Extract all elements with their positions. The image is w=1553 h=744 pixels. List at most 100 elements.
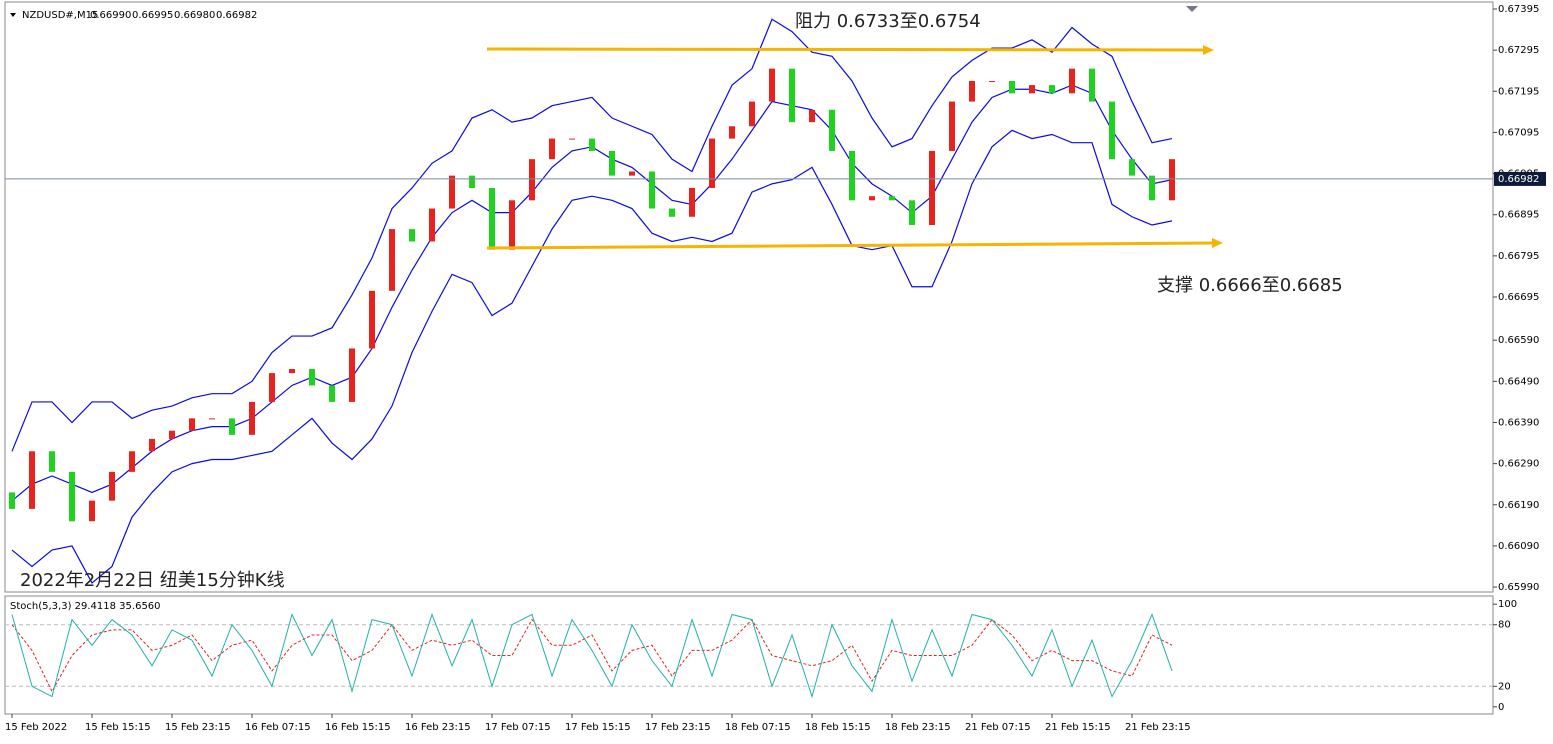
y-tick-label: 0.66795 <box>1498 251 1539 262</box>
support-label: 支撑 0.6666至0.6685 <box>1157 275 1343 296</box>
stoch-main <box>11 612 1173 699</box>
y-tick-label: 0.67395 <box>1498 4 1539 15</box>
stoch-label: Stoch(5,3,3) 29.4118 35.6560 <box>10 601 161 612</box>
x-tick-label: 17 Feb 07:15 <box>485 722 551 733</box>
chart-caption: 2022年2月22日 纽美15分钟K线 <box>20 570 285 591</box>
candle <box>529 159 535 201</box>
x-tick-label: 21 Feb 07:15 <box>965 722 1031 733</box>
ohlc-high: 0.66995 <box>132 10 173 21</box>
candle <box>1009 80 1015 94</box>
layer: 0.67395 0.67295 0.67195 0.67095 0.66995 0.668… <box>5 4 1546 733</box>
y-tick-label: 0.66490 <box>1498 376 1539 387</box>
candle <box>1089 68 1095 102</box>
candle <box>1109 101 1115 160</box>
y-tick-label: 0.65990 <box>1498 582 1539 593</box>
candle <box>1129 159 1135 176</box>
x-tick-label: 15 Feb 23:15 <box>165 722 231 733</box>
x-tick-label: 16 Feb 23:15 <box>405 722 471 733</box>
candle <box>589 138 595 151</box>
y-tick-label: 0.67095 <box>1498 127 1539 138</box>
candle <box>329 385 335 402</box>
candle <box>449 175 455 209</box>
candle <box>649 171 655 209</box>
candle <box>629 171 635 176</box>
last-price-label: 0.66982 <box>1498 174 1539 185</box>
resistance-label: 阻力 0.6733至0.6754 <box>795 11 981 32</box>
candle <box>1029 85 1035 94</box>
stoch-signal <box>11 618 1173 693</box>
candle <box>569 138 575 140</box>
x-tick-label: 17 Feb 23:15 <box>645 722 711 733</box>
candle <box>1069 68 1075 94</box>
candle <box>889 196 895 201</box>
y-tick-label: 0.66290 <box>1498 459 1539 470</box>
candle <box>229 418 235 435</box>
candle <box>709 138 715 188</box>
shift-marker <box>1186 6 1198 12</box>
support-arrowhead <box>1212 238 1223 248</box>
y-tick-label: 0.66090 <box>1498 541 1539 552</box>
resistance-arrow <box>486 47 1206 52</box>
last-price-box <box>1494 171 1546 186</box>
x-tick-label: 18 Feb 15:15 <box>805 722 871 733</box>
bollinger-upper <box>11 18 1173 452</box>
candle <box>509 200 515 250</box>
ohlc-low: 0.66980 <box>174 10 215 21</box>
bollinger-lower <box>11 129 1173 584</box>
candle <box>429 208 435 242</box>
symbol-marker <box>10 13 16 17</box>
x-tick-label: 21 Feb 15:15 <box>1045 722 1111 733</box>
candle <box>809 109 815 123</box>
candle <box>369 290 375 349</box>
x-tick-label: 16 Feb 15:15 <box>325 722 391 733</box>
candle <box>909 200 915 225</box>
candle <box>1169 159 1175 201</box>
y-tick-label: 0.66695 <box>1498 292 1539 303</box>
candle <box>609 150 615 176</box>
x-tick-label: 15 Feb 2022 <box>5 722 67 733</box>
candle <box>169 430 175 439</box>
candle <box>849 150 855 201</box>
x-tick-label: 18 Feb 23:15 <box>885 722 951 733</box>
candle <box>389 229 395 291</box>
y-tick-label: 0.66590 <box>1498 335 1539 346</box>
candle <box>549 138 555 160</box>
candle <box>769 68 775 102</box>
y-tick-label: 0.67195 <box>1498 86 1539 97</box>
candle <box>489 187 495 250</box>
x-tick-label: 21 Feb 23:15 <box>1125 722 1191 733</box>
candle <box>129 451 135 472</box>
y-tick-label: 0 <box>1498 702 1504 713</box>
candle <box>989 80 995 82</box>
candle <box>949 101 955 151</box>
y-tick-label: 100 <box>1498 599 1517 610</box>
x-tick-label: 16 Feb 07:15 <box>245 722 311 733</box>
x-tick-label: 18 Feb 07:15 <box>725 722 791 733</box>
ohlc-open: 0.66990 <box>90 10 131 21</box>
candle <box>689 187 695 217</box>
stoch-panel-frame <box>4 595 1494 715</box>
candle <box>269 373 275 402</box>
x-tick-label: 17 Feb 15:15 <box>565 722 631 733</box>
y-tick-label: 0.66190 <box>1498 500 1539 511</box>
candle <box>869 196 875 201</box>
candle <box>669 208 675 217</box>
x-tick-label: 15 Feb 15:15 <box>85 722 151 733</box>
candle <box>829 109 835 151</box>
candle <box>349 348 355 402</box>
symbol: NZDUSD#,M15 <box>22 10 98 21</box>
support-arrow <box>486 241 1215 250</box>
candle <box>289 369 295 374</box>
candle <box>1049 85 1055 94</box>
candle <box>109 471 115 501</box>
candle <box>29 451 35 509</box>
y-tick-label: 20 <box>1498 681 1511 692</box>
y-tick-label: 0.67295 <box>1498 45 1539 56</box>
candle <box>69 471 75 522</box>
candle <box>89 500 95 522</box>
candle <box>189 418 195 431</box>
resistance-arrowhead <box>1203 45 1214 55</box>
y-tick-label: 0.66390 <box>1498 417 1539 428</box>
